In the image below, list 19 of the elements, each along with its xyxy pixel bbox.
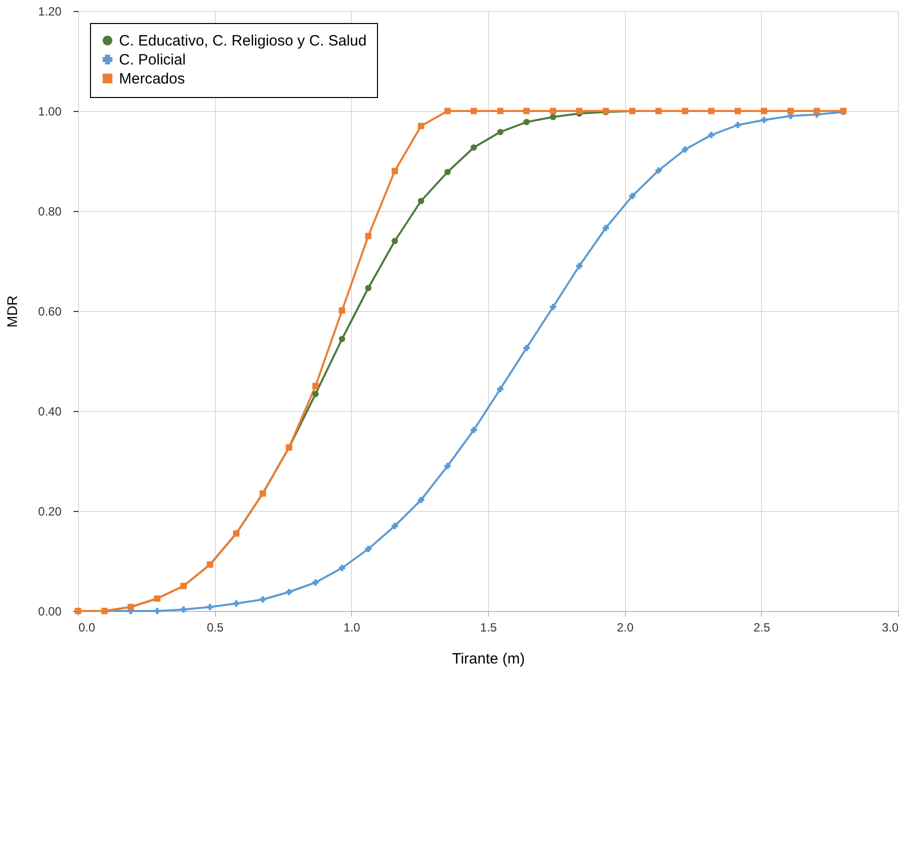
- y-tick-label: 1.00: [38, 104, 62, 118]
- x-tick-label: 1.5: [480, 620, 498, 634]
- x-tick-label: 1.0: [343, 620, 360, 634]
- x-axis-title: Tirante (m): [452, 650, 525, 668]
- legend-label: Mercados: [119, 70, 185, 88]
- x-tick-label: 3.0: [882, 620, 899, 634]
- y-tick-label: 0.80: [38, 204, 62, 218]
- y-tick-label: 1.20: [38, 4, 62, 18]
- y-tick-label: 0.00: [38, 604, 62, 618]
- y-tick-label: 0.40: [38, 404, 62, 418]
- y-tick-label: 0.60: [38, 304, 62, 318]
- y-axis-title: MDR: [4, 296, 20, 328]
- x-tick-label: 0.5: [206, 620, 224, 634]
- x-tick-label: 2.0: [616, 620, 634, 634]
- y-tick-label: 0.20: [38, 504, 62, 518]
- legend-label: C. Educativo, C. Religioso y C. Salud: [119, 32, 367, 50]
- x-tick-label: 0.0: [78, 620, 96, 634]
- x-tick-label: 2.5: [753, 620, 770, 634]
- legend-label: C. Policial: [119, 52, 186, 68]
